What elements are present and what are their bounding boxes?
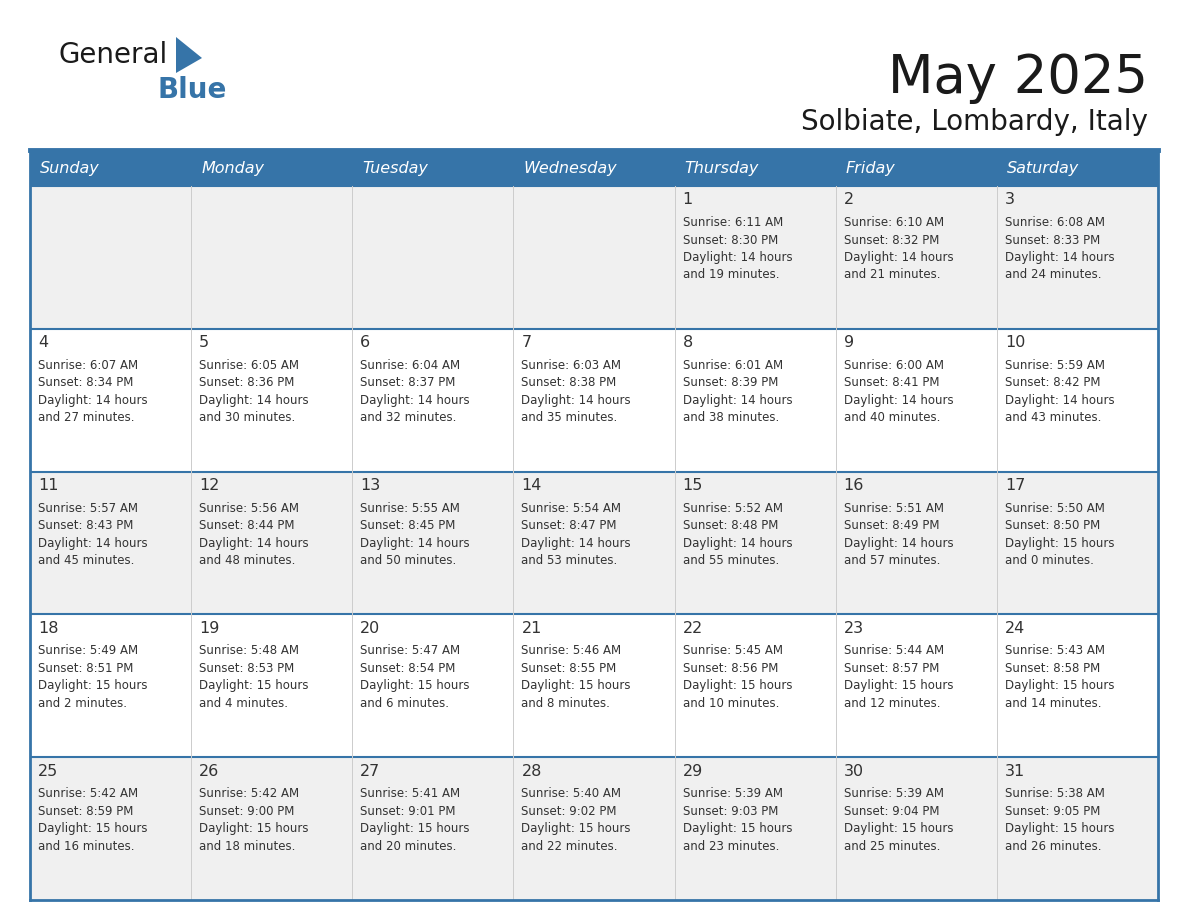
Text: 4: 4: [38, 335, 49, 351]
Text: 14: 14: [522, 478, 542, 493]
Text: Sunrise: 6:00 AM
Sunset: 8:41 PM
Daylight: 14 hours
and 40 minutes.: Sunrise: 6:00 AM Sunset: 8:41 PM Dayligh…: [843, 359, 953, 424]
Text: Sunrise: 5:52 AM
Sunset: 8:48 PM
Daylight: 14 hours
and 55 minutes.: Sunrise: 5:52 AM Sunset: 8:48 PM Dayligh…: [683, 501, 792, 567]
Text: 23: 23: [843, 621, 864, 636]
Text: Sunrise: 5:47 AM
Sunset: 8:54 PM
Daylight: 15 hours
and 6 minutes.: Sunrise: 5:47 AM Sunset: 8:54 PM Dayligh…: [360, 644, 469, 710]
Text: 24: 24: [1005, 621, 1025, 636]
Text: Sunrise: 6:07 AM
Sunset: 8:34 PM
Daylight: 14 hours
and 27 minutes.: Sunrise: 6:07 AM Sunset: 8:34 PM Dayligh…: [38, 359, 147, 424]
Text: Sunrise: 5:56 AM
Sunset: 8:44 PM
Daylight: 14 hours
and 48 minutes.: Sunrise: 5:56 AM Sunset: 8:44 PM Dayligh…: [200, 501, 309, 567]
Text: Sunrise: 6:01 AM
Sunset: 8:39 PM
Daylight: 14 hours
and 38 minutes.: Sunrise: 6:01 AM Sunset: 8:39 PM Dayligh…: [683, 359, 792, 424]
Text: Sunrise: 5:54 AM
Sunset: 8:47 PM
Daylight: 14 hours
and 53 minutes.: Sunrise: 5:54 AM Sunset: 8:47 PM Dayligh…: [522, 501, 631, 567]
Text: 30: 30: [843, 764, 864, 778]
Text: Saturday: Saturday: [1007, 161, 1079, 175]
Text: 12: 12: [200, 478, 220, 493]
Text: Wednesday: Wednesday: [524, 161, 617, 175]
Text: Blue: Blue: [158, 76, 227, 104]
Text: May 2025: May 2025: [887, 52, 1148, 104]
Text: Sunrise: 5:42 AM
Sunset: 8:59 PM
Daylight: 15 hours
and 16 minutes.: Sunrise: 5:42 AM Sunset: 8:59 PM Dayligh…: [38, 788, 147, 853]
Text: 8: 8: [683, 335, 693, 351]
Bar: [30, 472, 1158, 614]
Text: 3: 3: [1005, 193, 1015, 207]
Text: 7: 7: [522, 335, 531, 351]
Text: Solbiate, Lombardy, Italy: Solbiate, Lombardy, Italy: [801, 108, 1148, 136]
Text: Sunrise: 5:40 AM
Sunset: 9:02 PM
Daylight: 15 hours
and 22 minutes.: Sunrise: 5:40 AM Sunset: 9:02 PM Dayligh…: [522, 788, 631, 853]
Text: Sunrise: 5:44 AM
Sunset: 8:57 PM
Daylight: 15 hours
and 12 minutes.: Sunrise: 5:44 AM Sunset: 8:57 PM Dayligh…: [843, 644, 953, 710]
Text: 20: 20: [360, 621, 380, 636]
Text: 10: 10: [1005, 335, 1025, 351]
Text: 19: 19: [200, 621, 220, 636]
Text: Sunday: Sunday: [40, 161, 100, 175]
Text: Sunrise: 5:38 AM
Sunset: 9:05 PM
Daylight: 15 hours
and 26 minutes.: Sunrise: 5:38 AM Sunset: 9:05 PM Dayligh…: [1005, 788, 1114, 853]
Text: Thursday: Thursday: [684, 161, 759, 175]
Text: 31: 31: [1005, 764, 1025, 778]
Text: Sunrise: 5:41 AM
Sunset: 9:01 PM
Daylight: 15 hours
and 20 minutes.: Sunrise: 5:41 AM Sunset: 9:01 PM Dayligh…: [360, 788, 469, 853]
Bar: [30, 186, 1158, 329]
Text: Sunrise: 5:49 AM
Sunset: 8:51 PM
Daylight: 15 hours
and 2 minutes.: Sunrise: 5:49 AM Sunset: 8:51 PM Dayligh…: [38, 644, 147, 710]
Bar: [30, 329, 1158, 472]
Text: Sunrise: 5:48 AM
Sunset: 8:53 PM
Daylight: 15 hours
and 4 minutes.: Sunrise: 5:48 AM Sunset: 8:53 PM Dayligh…: [200, 644, 309, 710]
Text: 5: 5: [200, 335, 209, 351]
Text: Sunrise: 5:51 AM
Sunset: 8:49 PM
Daylight: 14 hours
and 57 minutes.: Sunrise: 5:51 AM Sunset: 8:49 PM Dayligh…: [843, 501, 953, 567]
Text: General: General: [58, 41, 168, 69]
Text: 17: 17: [1005, 478, 1025, 493]
Text: 6: 6: [360, 335, 371, 351]
Text: 28: 28: [522, 764, 542, 778]
Text: Sunrise: 6:04 AM
Sunset: 8:37 PM
Daylight: 14 hours
and 32 minutes.: Sunrise: 6:04 AM Sunset: 8:37 PM Dayligh…: [360, 359, 470, 424]
Text: 18: 18: [38, 621, 58, 636]
Text: 27: 27: [360, 764, 380, 778]
Text: 1: 1: [683, 193, 693, 207]
Text: Monday: Monday: [201, 161, 264, 175]
Text: 16: 16: [843, 478, 864, 493]
Text: Sunrise: 5:57 AM
Sunset: 8:43 PM
Daylight: 14 hours
and 45 minutes.: Sunrise: 5:57 AM Sunset: 8:43 PM Dayligh…: [38, 501, 147, 567]
Bar: [30, 614, 1158, 757]
Text: Sunrise: 5:39 AM
Sunset: 9:03 PM
Daylight: 15 hours
and 23 minutes.: Sunrise: 5:39 AM Sunset: 9:03 PM Dayligh…: [683, 788, 792, 853]
Text: Friday: Friday: [846, 161, 896, 175]
Text: 25: 25: [38, 764, 58, 778]
Polygon shape: [176, 37, 202, 73]
Text: 11: 11: [38, 478, 58, 493]
Text: Sunrise: 6:05 AM
Sunset: 8:36 PM
Daylight: 14 hours
and 30 minutes.: Sunrise: 6:05 AM Sunset: 8:36 PM Dayligh…: [200, 359, 309, 424]
Text: Tuesday: Tuesday: [362, 161, 428, 175]
Text: 22: 22: [683, 621, 703, 636]
Text: Sunrise: 6:08 AM
Sunset: 8:33 PM
Daylight: 14 hours
and 24 minutes.: Sunrise: 6:08 AM Sunset: 8:33 PM Dayligh…: [1005, 216, 1114, 282]
Text: Sunrise: 5:39 AM
Sunset: 9:04 PM
Daylight: 15 hours
and 25 minutes.: Sunrise: 5:39 AM Sunset: 9:04 PM Dayligh…: [843, 788, 953, 853]
Bar: [30, 150, 1158, 186]
Text: Sunrise: 5:46 AM
Sunset: 8:55 PM
Daylight: 15 hours
and 8 minutes.: Sunrise: 5:46 AM Sunset: 8:55 PM Dayligh…: [522, 644, 631, 710]
Text: 29: 29: [683, 764, 703, 778]
Text: Sunrise: 5:45 AM
Sunset: 8:56 PM
Daylight: 15 hours
and 10 minutes.: Sunrise: 5:45 AM Sunset: 8:56 PM Dayligh…: [683, 644, 792, 710]
Text: 9: 9: [843, 335, 854, 351]
Bar: [30, 757, 1158, 900]
Text: 13: 13: [360, 478, 380, 493]
Text: Sunrise: 6:03 AM
Sunset: 8:38 PM
Daylight: 14 hours
and 35 minutes.: Sunrise: 6:03 AM Sunset: 8:38 PM Dayligh…: [522, 359, 631, 424]
Text: 21: 21: [522, 621, 542, 636]
Text: Sunrise: 5:50 AM
Sunset: 8:50 PM
Daylight: 15 hours
and 0 minutes.: Sunrise: 5:50 AM Sunset: 8:50 PM Dayligh…: [1005, 501, 1114, 567]
Text: Sunrise: 6:10 AM
Sunset: 8:32 PM
Daylight: 14 hours
and 21 minutes.: Sunrise: 6:10 AM Sunset: 8:32 PM Dayligh…: [843, 216, 953, 282]
Text: 26: 26: [200, 764, 220, 778]
Text: Sunrise: 5:59 AM
Sunset: 8:42 PM
Daylight: 14 hours
and 43 minutes.: Sunrise: 5:59 AM Sunset: 8:42 PM Dayligh…: [1005, 359, 1114, 424]
Text: Sunrise: 6:11 AM
Sunset: 8:30 PM
Daylight: 14 hours
and 19 minutes.: Sunrise: 6:11 AM Sunset: 8:30 PM Dayligh…: [683, 216, 792, 282]
Text: 2: 2: [843, 193, 854, 207]
Text: Sunrise: 5:42 AM
Sunset: 9:00 PM
Daylight: 15 hours
and 18 minutes.: Sunrise: 5:42 AM Sunset: 9:00 PM Dayligh…: [200, 788, 309, 853]
Text: Sunrise: 5:43 AM
Sunset: 8:58 PM
Daylight: 15 hours
and 14 minutes.: Sunrise: 5:43 AM Sunset: 8:58 PM Dayligh…: [1005, 644, 1114, 710]
Text: Sunrise: 5:55 AM
Sunset: 8:45 PM
Daylight: 14 hours
and 50 minutes.: Sunrise: 5:55 AM Sunset: 8:45 PM Dayligh…: [360, 501, 470, 567]
Text: 15: 15: [683, 478, 703, 493]
